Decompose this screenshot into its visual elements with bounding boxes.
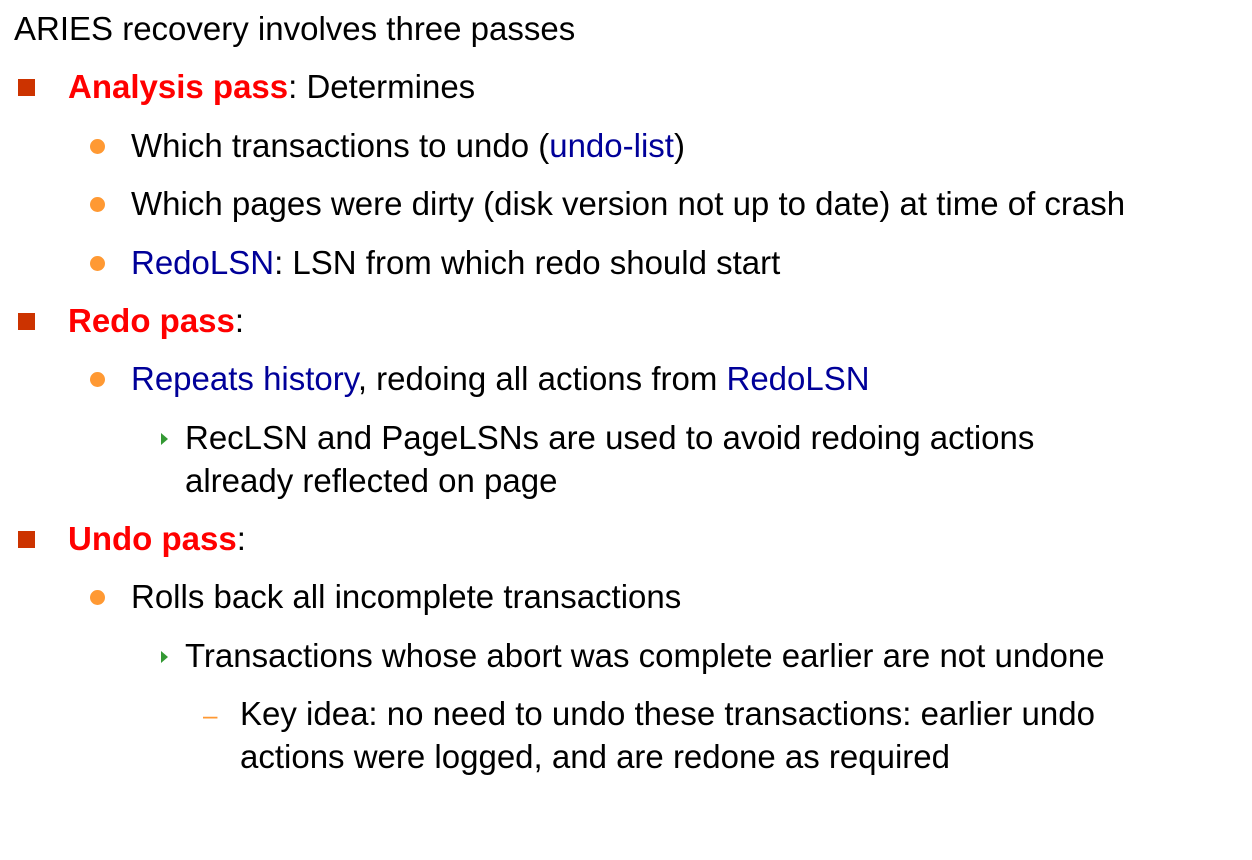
- square-bullet-icon: [18, 79, 35, 96]
- undo-pass-item: Undo pass:: [68, 517, 246, 560]
- redo-sub-reclsn-line1: RecLSN and PageLSNs are used to avoid re…: [185, 419, 1035, 456]
- undo-pass-heading: Undo pass: [68, 520, 237, 557]
- analysis-sub3-rest: : LSN from which redo should start: [274, 244, 781, 281]
- redo-pass-item: Redo pass:: [68, 299, 244, 342]
- circle-bullet-icon: [90, 197, 105, 212]
- analysis-pass-item: Analysis pass: Determines: [68, 65, 475, 108]
- square-bullet-icon: [18, 531, 35, 548]
- undo-sub-aborted-transactions: Transactions whose abort was complete ea…: [185, 637, 1105, 674]
- repeats-history-term: Repeats history: [131, 360, 358, 397]
- redo-sub1-mid: , redoing all actions from: [357, 360, 727, 397]
- circle-bullet-icon: [90, 139, 105, 154]
- undo-sub-rolls-back: Rolls back all incomplete transactions: [131, 578, 682, 615]
- analysis-sub1-post: ): [673, 127, 685, 164]
- analysis-sub-redolsn: RedoLSN: LSN from which redo should star…: [131, 241, 780, 284]
- circle-bullet-icon: [90, 590, 105, 605]
- intro-text: ARIES recovery involves three passes: [14, 10, 576, 47]
- undo-key-idea-line2: actions were logged, and are redone as r…: [240, 738, 950, 775]
- analysis-pass-heading: Analysis pass: [68, 68, 289, 105]
- analysis-sub-dirty-pages: Which pages were dirty (disk version not…: [131, 185, 1126, 222]
- redolsn-term-2: RedoLSN: [726, 360, 870, 397]
- redo-sub-reclsn-line2: already reflected on page: [185, 462, 558, 499]
- undo-list-term: undo-list: [549, 127, 674, 164]
- redo-sub-repeats-history: Repeats history, redoing all actions fro…: [131, 357, 870, 400]
- analysis-pass-rest: : Determines: [288, 68, 476, 105]
- redo-pass-rest: :: [234, 302, 245, 339]
- analysis-sub1-pre: Which transactions to undo (: [131, 127, 550, 164]
- redolsn-term: RedoLSN: [131, 244, 275, 281]
- square-bullet-icon: [18, 313, 35, 330]
- undo-key-idea-line1: Key idea: no need to undo these transact…: [240, 695, 1095, 732]
- redo-pass-heading: Redo pass: [68, 302, 235, 339]
- undo-pass-rest: :: [236, 520, 246, 557]
- analysis-sub-undo-list: Which transactions to undo (undo-list): [131, 124, 685, 167]
- circle-bullet-icon: [90, 256, 105, 271]
- circle-bullet-icon: [90, 372, 105, 387]
- arrow-bullet-icon: [161, 651, 168, 663]
- arrow-bullet-icon: [161, 433, 168, 445]
- dash-bullet-icon: –: [203, 700, 218, 730]
